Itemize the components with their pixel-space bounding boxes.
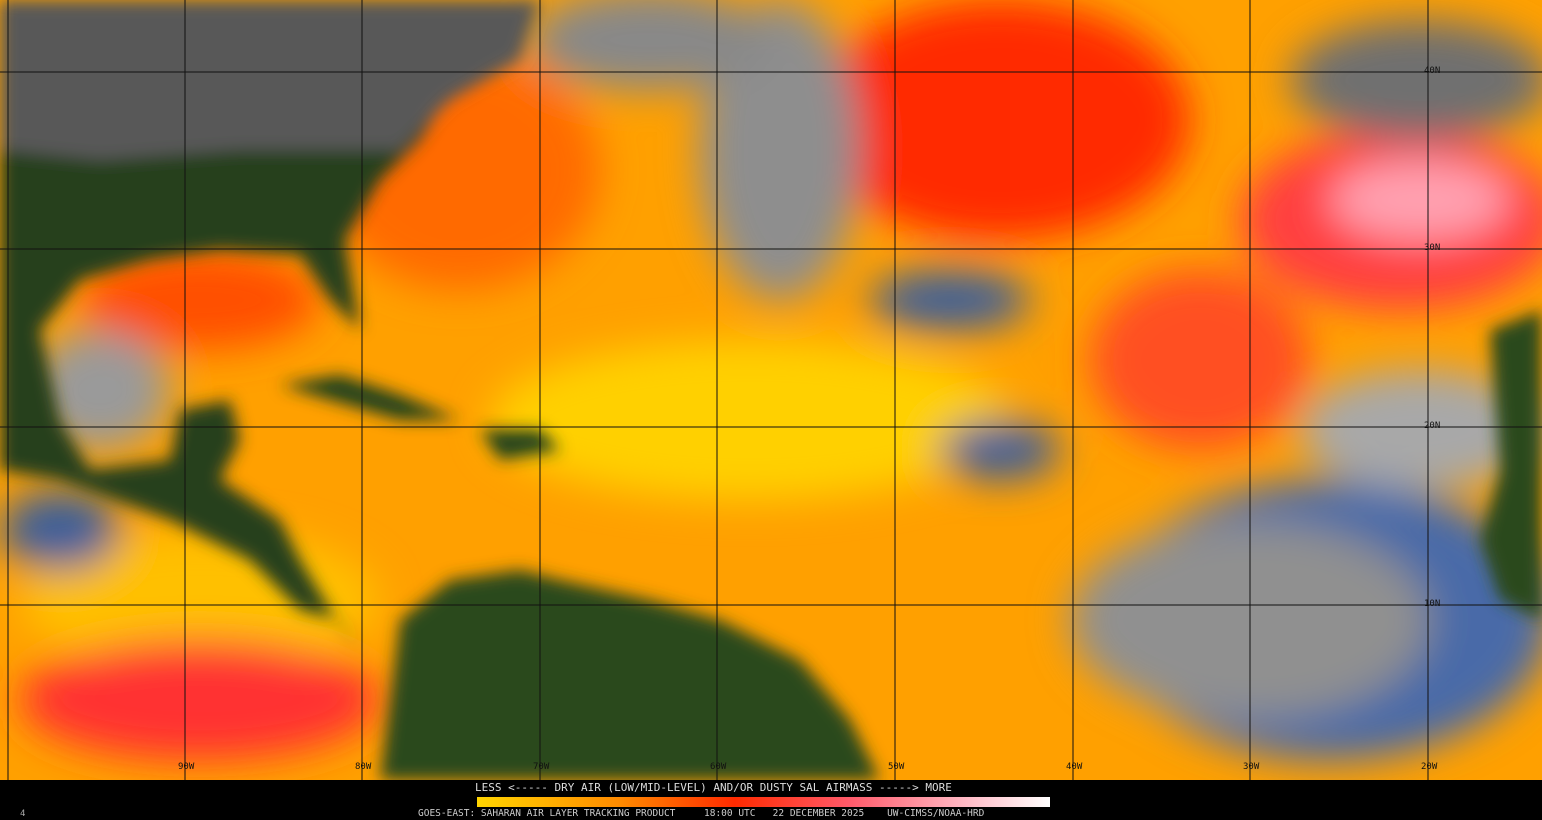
lon-label: 90W: [178, 762, 195, 772]
product-name: GOES-EAST: SAHARAN AIR LAYER TRACKING PR…: [418, 808, 676, 819]
lat-label: 10N: [1424, 599, 1441, 609]
lon-label: 50W: [888, 762, 905, 772]
product-time: 18:00 UTC: [704, 808, 756, 819]
legend-title: LESS <----- DRY AIR (LOW/MID-LEVEL) AND/…: [475, 781, 952, 794]
lon-label: 20W: [1421, 762, 1438, 772]
lat-lon-grid: [0, 0, 1542, 780]
product-credit: UW-CIMSS/NOAA-HRD: [887, 808, 985, 819]
lon-label: 60W: [710, 762, 727, 772]
lat-label: 40N: [1424, 66, 1441, 76]
product-date: 22 DECEMBER 2025: [772, 808, 865, 819]
frame-number: 4: [20, 809, 26, 819]
lon-label: 80W: [355, 762, 372, 772]
legend-color-bar: [477, 797, 1050, 807]
lat-label: 30N: [1424, 243, 1441, 253]
satellite-image: [0, 0, 1542, 780]
lat-label: 20N: [1424, 421, 1441, 431]
lon-label: 70W: [533, 762, 550, 772]
lon-label: 30W: [1243, 762, 1260, 772]
land-masses: [0, 0, 1542, 780]
product-footer: GOES-EAST: SAHARAN AIR LAYER TRACKING PR…: [418, 808, 984, 819]
lon-label: 40W: [1066, 762, 1083, 772]
